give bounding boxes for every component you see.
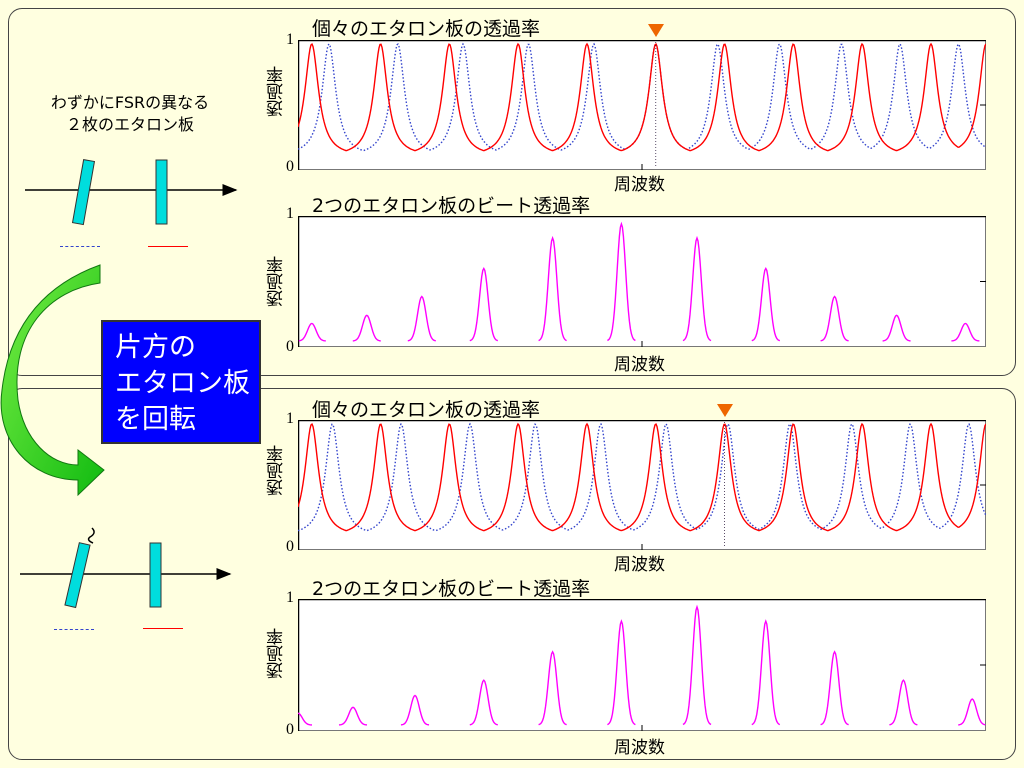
etalon-straight-bottom [149,542,162,608]
beat-peak [751,619,781,726]
legend-etalon-b-bottom [143,628,183,629]
beat-peak [751,266,781,342]
y-axis-label: 透過率 [267,445,287,496]
y-tick-label: 0 [286,721,294,738]
beat-peak [889,679,918,726]
beat-peak [607,619,636,726]
callout-line-3: を回転 [115,404,196,435]
beat-peak [298,712,312,726]
x-axis-label: 周波数 [614,738,665,758]
legend-etalon-a-bottom [54,629,94,630]
beat-peak [820,295,849,342]
plot-area [298,599,986,731]
rotate-callout: 片方の エタロン板 を回転 [101,320,261,444]
coincidence-marker-icon [716,404,733,417]
callout-line-1: 片方の [115,332,196,363]
y-axis-label: 透過率 [267,256,287,307]
beat-peak [607,221,636,342]
chart-title: 2つのエタロン板のビート透過率 [312,578,591,600]
y-tick-label: 0 [286,538,294,555]
plot-frame [298,420,986,550]
x-axis-label: 周波数 [614,355,665,375]
legend-etalon-b-top [148,246,188,247]
description-line-1: わずかにFSRの異なる [50,93,210,112]
coincidence-marker-icon [647,24,664,37]
beat-peak [820,650,849,726]
etalon-description: わずかにFSRの異なる ２枚のエタロン板 [30,92,230,136]
etalon-tilted-top [71,159,96,226]
legend-etalon-a-top [60,246,100,247]
x-axis-label: 周波数 [614,555,665,575]
y-tick-label: 0 [286,158,294,175]
beat-peak [338,706,368,726]
plot-area [298,216,986,347]
beat-peak [400,694,430,726]
beat-peak [882,314,911,342]
rotate-arrow-icon [0,264,105,497]
plot-frame [298,599,986,731]
y-tick-label: 1 [286,410,294,427]
beat-peak [407,295,436,342]
series-line-etalon-b [298,422,986,532]
beat-peak [682,604,712,726]
chart-title: 2つのエタロン板のビート透過率 [312,195,591,217]
x-axis-label: 周波数 [614,175,665,195]
plot-area [298,40,986,170]
beat-peak [352,314,381,342]
series-line-etalon-a [298,42,986,152]
y-tick-label: 1 [286,205,294,222]
chart-title: 個々のエタロン板の透過率 [312,18,541,40]
description-line-2: ２枚のエタロン板 [65,115,194,134]
series-line-etalon-b [298,42,986,152]
etalon-tilted-bottom [64,542,91,609]
beat-peak [469,266,499,342]
chart-title: 個々のエタロン板の透過率 [312,399,541,421]
beat-peak [682,235,712,342]
beat-peak [298,322,326,342]
marker-triangle [716,404,733,417]
y-axis-label: 透過率 [267,628,287,679]
rotation-mark-icon [87,527,95,544]
beat-peak [469,679,498,726]
etalon-straight-top [155,159,168,225]
y-axis-label: 透過率 [267,66,287,117]
plot-frame [298,216,986,347]
y-tick-label: 1 [286,589,294,606]
plot-area [298,420,986,550]
beat-peak [538,650,567,726]
y-tick-label: 1 [286,31,294,48]
beat-peak [538,235,567,342]
beat-peak [958,698,986,726]
callout-line-2: エタロン板 [115,368,250,399]
marker-triangle [647,24,664,37]
beat-peak [951,322,980,342]
y-tick-label: 0 [286,338,294,355]
